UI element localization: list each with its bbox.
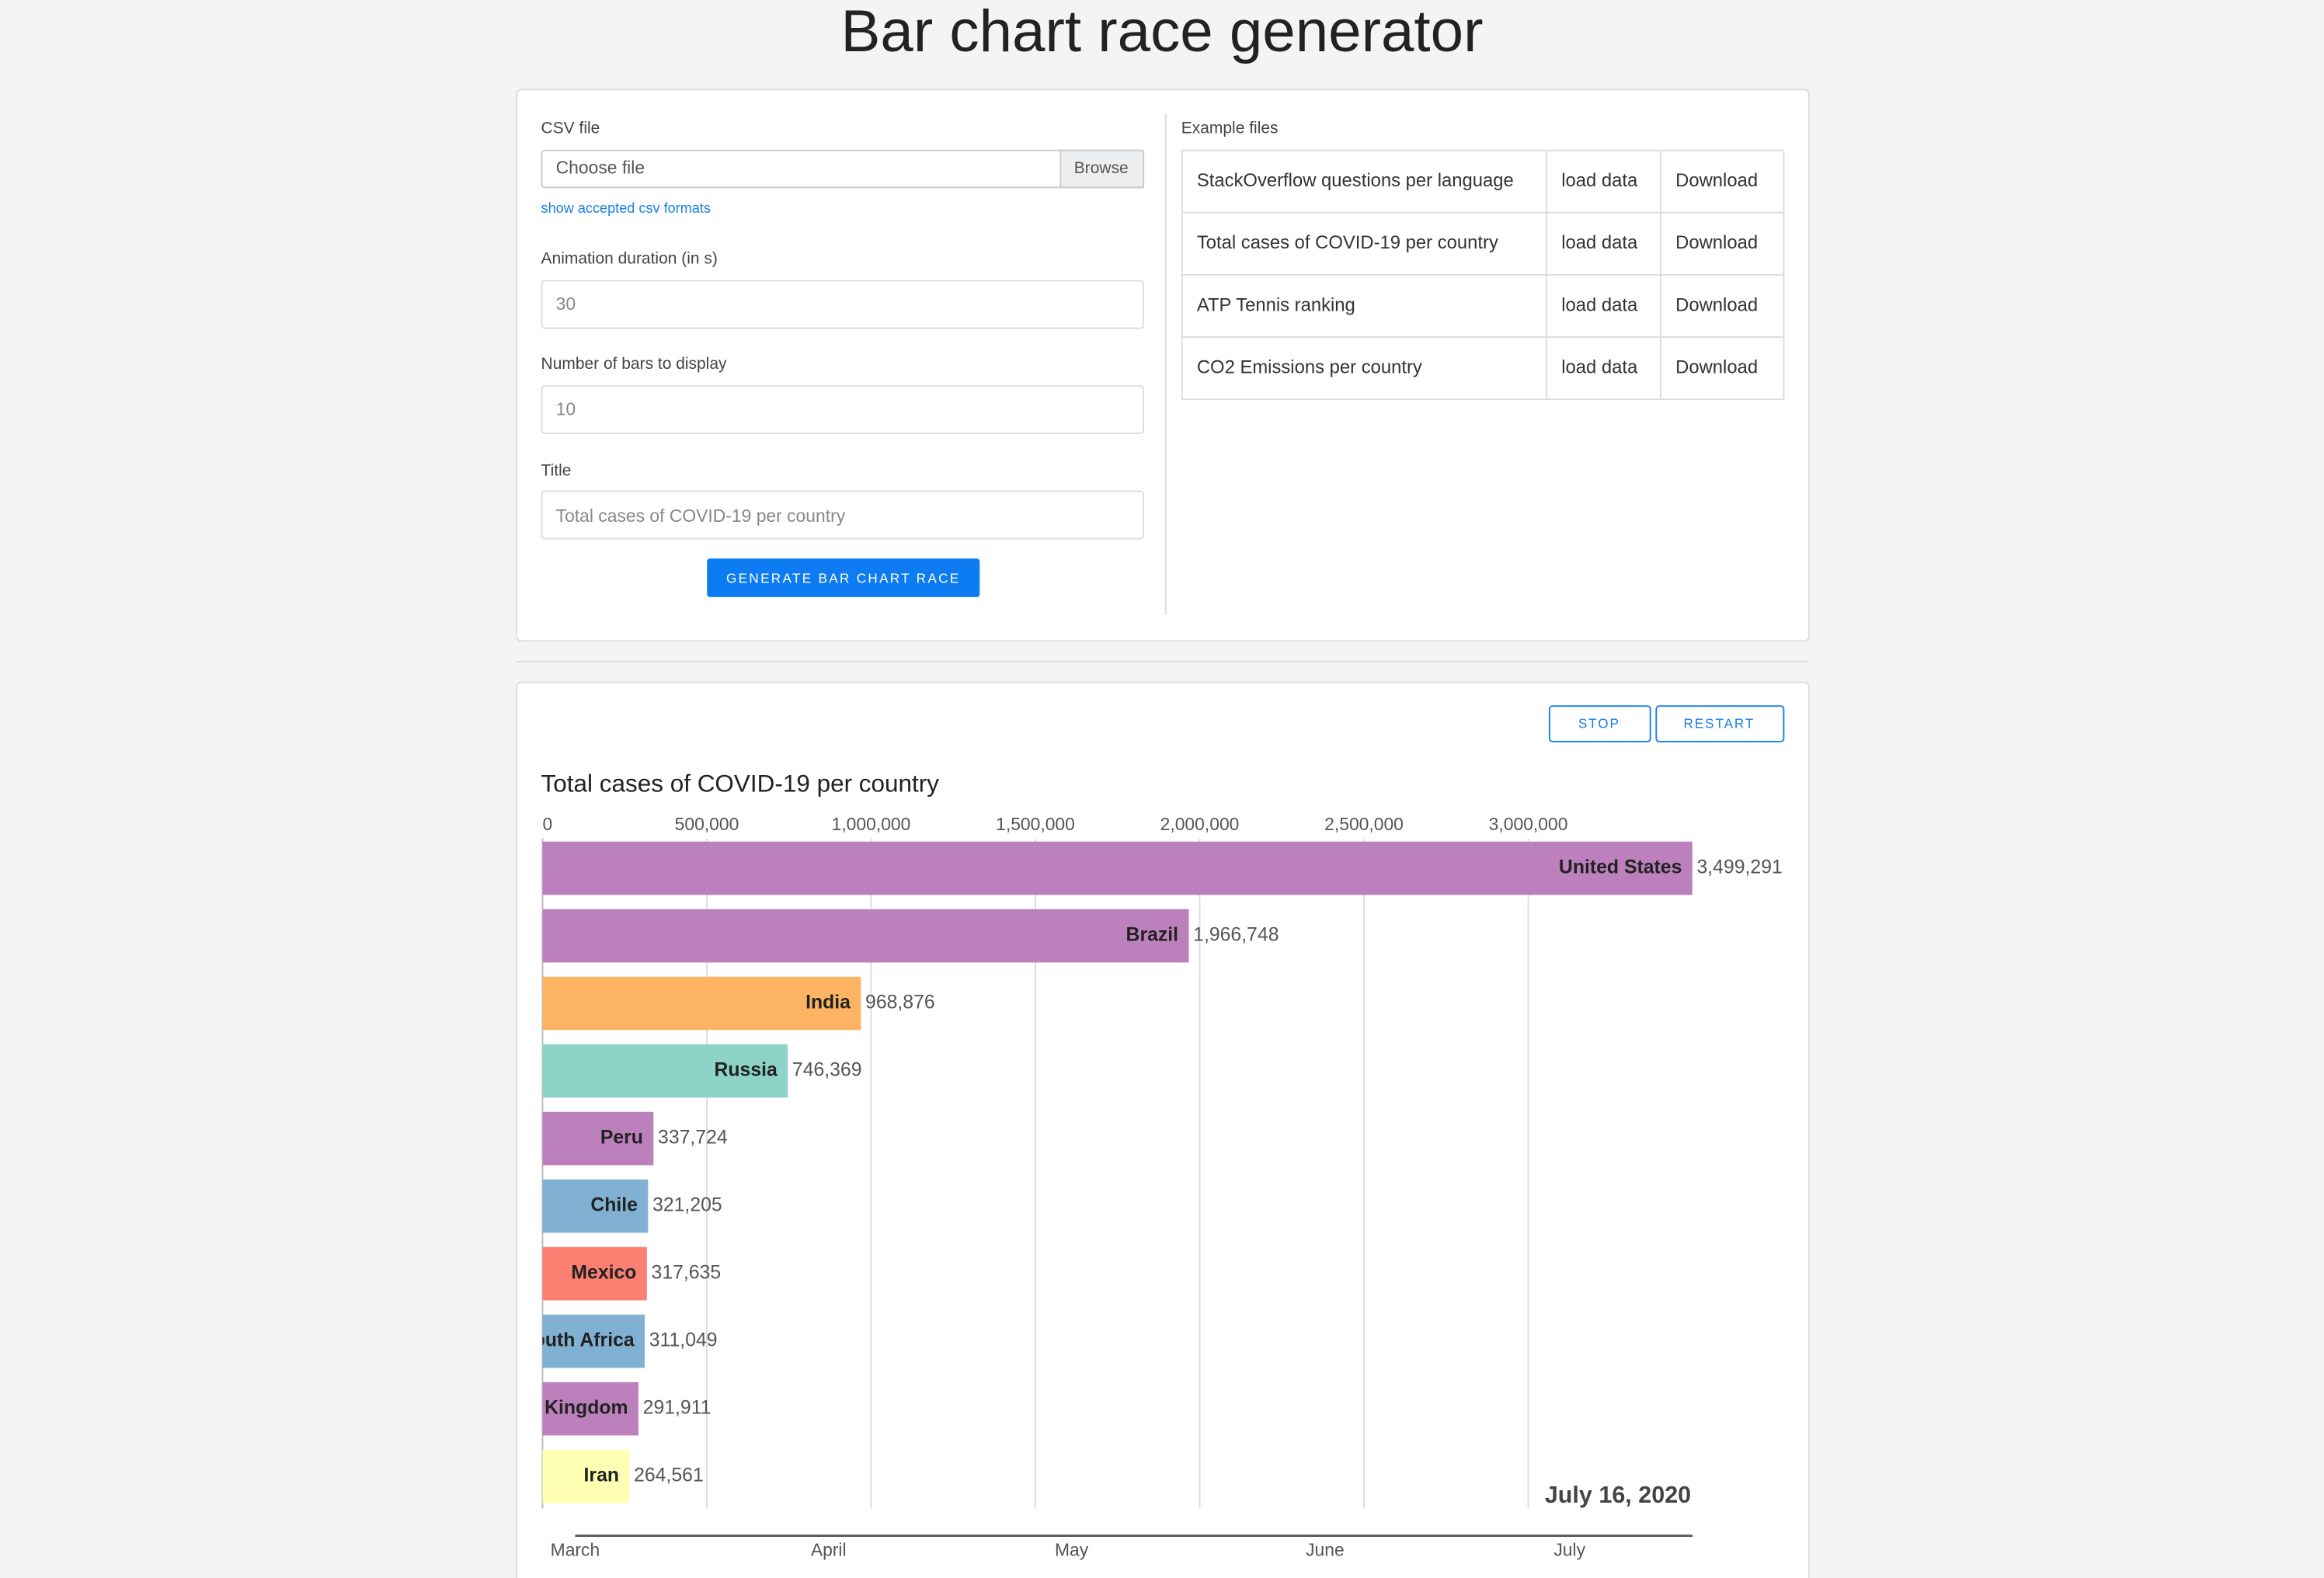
bar-label: Iran	[584, 1465, 619, 1486]
download-link[interactable]: Download	[1675, 232, 1758, 253]
title-placeholder: Total cases of COVID-19 per country	[556, 506, 846, 526]
examples-table: StackOverflow questions per language load…	[1181, 149, 1785, 401]
bar-label: Mexico	[571, 1263, 636, 1284]
timeline-label: March	[551, 1540, 600, 1560]
bars-label: Number of bars to display	[541, 355, 727, 373]
generate-label: GENERATE BAR CHART RACE	[726, 571, 960, 586]
value-label: 3,499,291	[1696, 857, 1782, 878]
example-name: Total cases of COVID-19 per country	[1197, 232, 1498, 253]
value-labels: 3,499,291 1,966,748 968,876 746,369 337,724 3…	[634, 857, 1783, 1486]
bar-label: Peru	[600, 1128, 643, 1149]
value-label: 746,369	[792, 1060, 862, 1081]
x-tick-label: 1,000,000	[832, 814, 911, 834]
chart-title: Total cases of COVID-19 per country	[541, 770, 940, 798]
value-label: 968,876	[865, 992, 935, 1013]
bar-label: Chile	[590, 1195, 638, 1216]
x-tick-label: 2,500,000	[1324, 814, 1404, 834]
bars-input[interactable]	[541, 385, 1145, 435]
value-label: 1,966,748	[1193, 925, 1279, 946]
download-link[interactable]: Download	[1675, 170, 1758, 191]
value-label: 311,049	[649, 1330, 718, 1351]
table-row	[1181, 336, 1785, 401]
file-placeholder: Choose file	[556, 158, 645, 178]
browse-button[interactable]	[1059, 149, 1145, 189]
bar	[542, 1314, 645, 1368]
value-label: 291,911	[643, 1398, 711, 1419]
bar	[542, 976, 861, 1031]
csv-label: CSV file	[541, 120, 600, 137]
bars: United States Brazil India Russia Peru Chile M…	[479, 841, 1693, 1503]
table-row	[1181, 149, 1785, 214]
page-title: Bar chart race generator	[841, 0, 1484, 64]
bar	[542, 1111, 654, 1166]
stop-button[interactable]	[1548, 705, 1651, 742]
bar	[542, 1449, 630, 1503]
bar-label: Russia	[715, 1060, 778, 1081]
download-link[interactable]: Download	[1675, 356, 1758, 377]
browse-label: Browse	[1074, 159, 1129, 177]
value-label: 264,561	[634, 1465, 704, 1486]
example-name: ATP Tennis ranking	[1197, 294, 1355, 315]
download-link[interactable]: Download	[1675, 294, 1758, 315]
bar	[542, 1044, 788, 1098]
title-label: Title	[541, 461, 572, 479]
timeline-label: June	[1306, 1540, 1345, 1560]
x-tick-label: 3,000,000	[1489, 814, 1568, 834]
bar	[542, 909, 1189, 963]
timeline: March April May June July	[551, 1540, 1586, 1560]
bar	[542, 1382, 638, 1436]
stop-label: STOP	[1578, 716, 1620, 732]
load-link[interactable]: load data	[1561, 232, 1638, 253]
x-tick-label: 2,000,000	[1160, 814, 1240, 834]
bar	[542, 841, 1693, 895]
value-label: 337,724	[658, 1128, 728, 1149]
load-link[interactable]: load data	[1561, 170, 1638, 191]
x-tick-label: 500,000	[675, 814, 739, 834]
title-input[interactable]	[541, 490, 1145, 540]
bar-label: United Kingdom	[479, 1398, 628, 1419]
duration-input[interactable]	[541, 280, 1145, 329]
table-row	[1181, 211, 1785, 276]
generate-button[interactable]	[707, 558, 980, 597]
chart-card	[516, 681, 1810, 1578]
timeline-label: May	[1055, 1540, 1089, 1560]
x-tick-label: 0	[542, 814, 552, 834]
examples-label: Example files	[1181, 120, 1279, 137]
table-row	[1181, 273, 1785, 339]
bar-label: India	[805, 992, 851, 1013]
date-label: July 16, 2020	[1545, 1482, 1691, 1508]
timeline-label: July	[1553, 1540, 1585, 1560]
bar	[542, 1246, 647, 1301]
example-name: CO2 Emissions per country	[1197, 356, 1422, 377]
timeline-label: April	[811, 1540, 847, 1560]
bar	[542, 1179, 649, 1233]
x-tick-label: 1,500,000	[996, 814, 1075, 834]
bar-label: Brazil	[1126, 925, 1179, 946]
value-label: 321,205	[652, 1195, 722, 1216]
duration-placeholder: 30	[556, 294, 576, 314]
example-name: StackOverflow questions per language	[1197, 170, 1514, 191]
load-link[interactable]: load data	[1561, 294, 1638, 315]
formats-link[interactable]: show accepted csv formats	[541, 200, 711, 216]
restart-label: RESTART	[1683, 716, 1755, 732]
restart-button[interactable]	[1655, 705, 1785, 742]
bars-placeholder: 10	[556, 399, 576, 419]
bar-label: United States	[1559, 857, 1682, 878]
load-link[interactable]: load data	[1561, 356, 1638, 377]
value-label: 317,635	[652, 1263, 722, 1284]
duration-label: Animation duration (in s)	[541, 249, 718, 267]
bar-label: South Africa	[520, 1330, 635, 1351]
